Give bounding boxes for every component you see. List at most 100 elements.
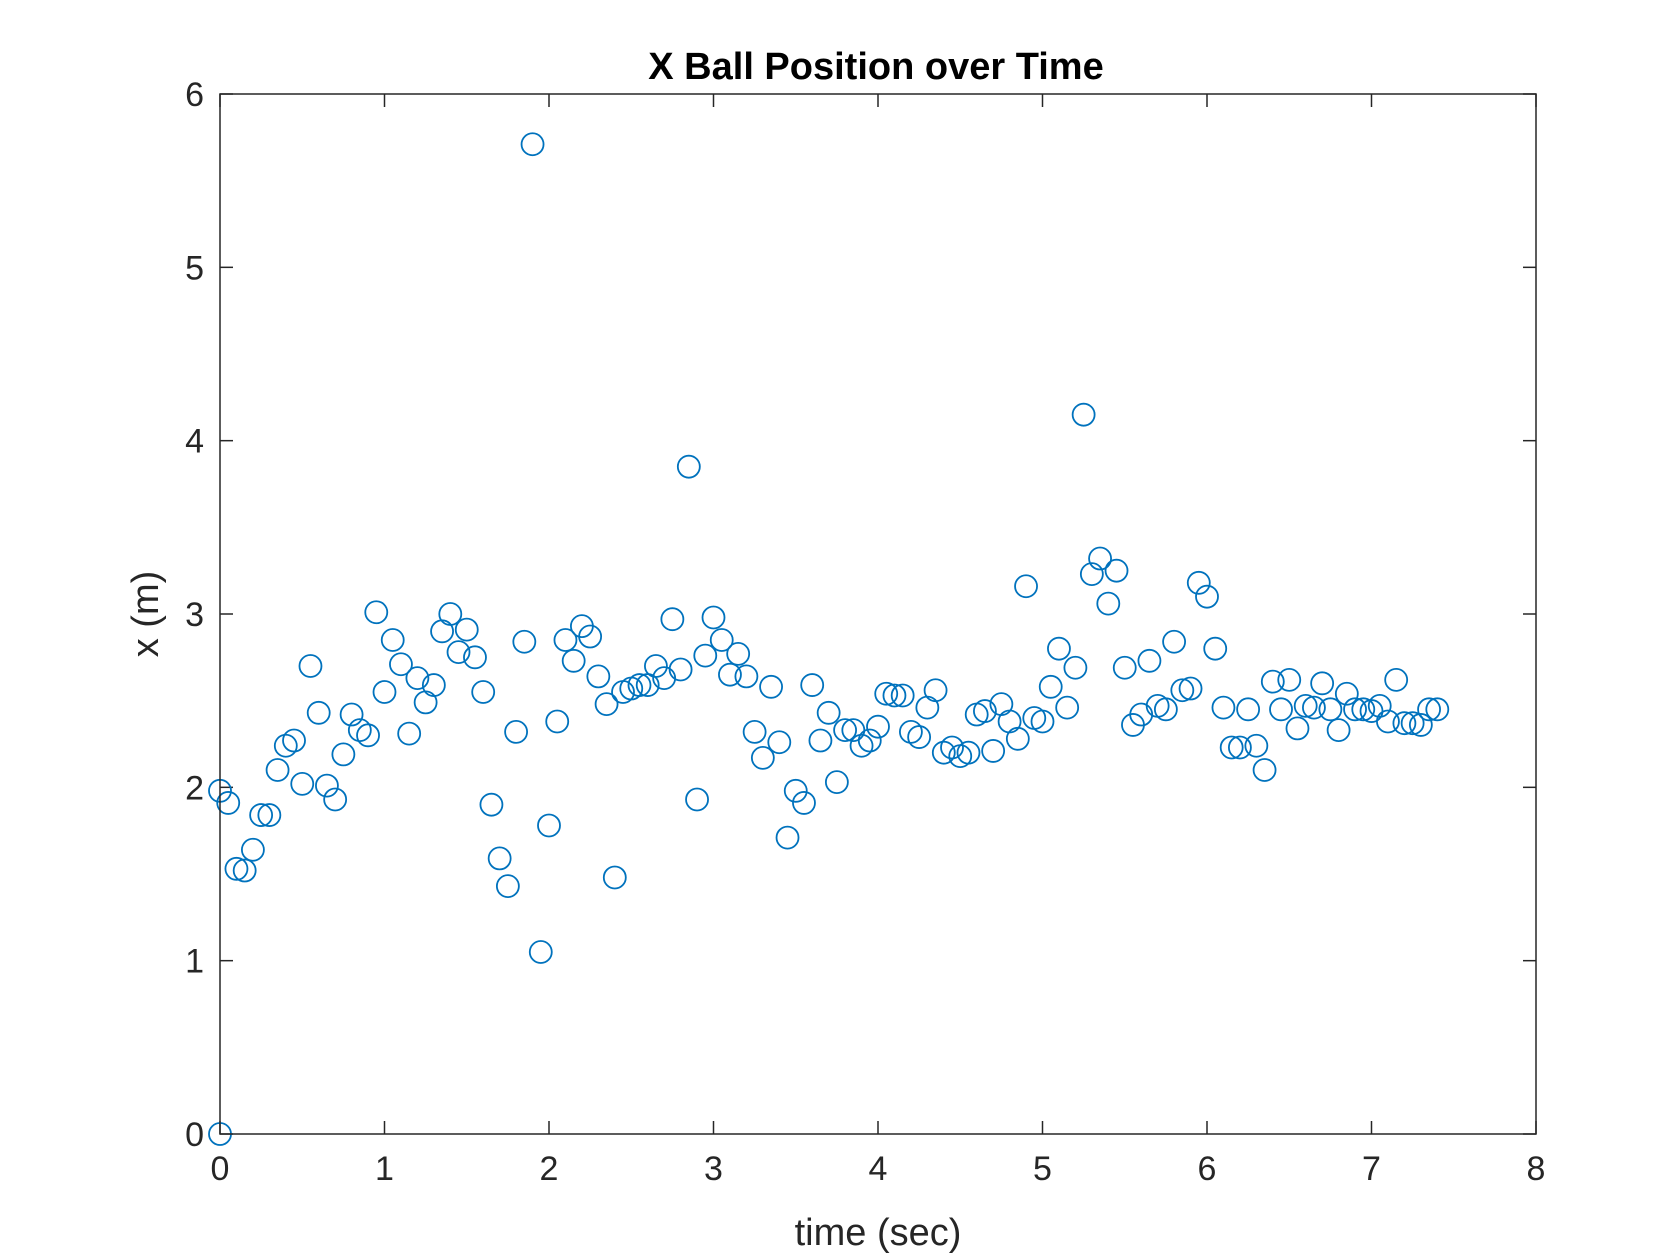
data-point	[816, 700, 841, 725]
data-point	[783, 778, 808, 803]
data-point	[1014, 574, 1038, 599]
data-point	[438, 602, 463, 626]
data-point	[594, 692, 619, 717]
plot-area-frame	[219, 93, 1537, 1135]
data-points	[208, 132, 1450, 1146]
data-point	[1334, 681, 1359, 706]
data-point	[734, 664, 759, 689]
data-point	[800, 673, 825, 697]
data-point	[709, 628, 734, 652]
data-point	[495, 874, 520, 899]
data-point	[833, 718, 857, 743]
data-point	[956, 740, 981, 765]
data-point	[1417, 697, 1441, 722]
x-tick-label: 1	[375, 1150, 394, 1188]
data-point	[454, 617, 479, 642]
data-point	[364, 600, 389, 625]
data-point	[257, 803, 282, 827]
data-point	[347, 718, 372, 743]
data-point	[1326, 718, 1351, 743]
data-point	[553, 628, 578, 652]
data-point	[545, 709, 570, 734]
data-point	[273, 733, 298, 758]
data-point	[1047, 636, 1071, 661]
data-point	[240, 837, 265, 862]
data-point	[323, 787, 348, 812]
data-point	[1079, 562, 1104, 587]
data-point	[907, 725, 932, 749]
data-point	[331, 742, 356, 767]
data-point	[282, 728, 306, 753]
x-tick-label: 7	[1362, 1150, 1381, 1188]
data-point	[315, 773, 339, 798]
data-point	[356, 723, 380, 748]
y-tick-labels: 0 1 2 3 4 5 6	[185, 76, 204, 1154]
data-point	[1071, 402, 1096, 427]
x-tick-label: 2	[540, 1150, 559, 1188]
data-point	[1236, 697, 1261, 722]
data-point	[520, 132, 545, 157]
data-point	[1005, 726, 1030, 751]
data-point	[306, 700, 331, 725]
data-point	[290, 771, 315, 796]
data-point	[1269, 697, 1293, 722]
x-tick-label: 3	[704, 1150, 723, 1188]
data-point	[1367, 693, 1392, 718]
data-point	[339, 702, 364, 727]
data-point	[528, 940, 553, 964]
data-point	[586, 664, 611, 689]
data-point	[1063, 655, 1088, 680]
data-point	[1153, 697, 1178, 722]
data-point	[249, 803, 274, 827]
data-point	[923, 678, 948, 703]
data-point	[1137, 648, 1162, 673]
data-point	[504, 719, 528, 744]
data-point	[660, 607, 685, 632]
data-point	[1318, 697, 1343, 722]
data-point	[471, 680, 496, 704]
data-point	[479, 792, 504, 817]
data-point	[298, 654, 323, 678]
data-point	[981, 739, 1006, 763]
data-point	[512, 629, 537, 654]
data-point	[1112, 655, 1137, 680]
data-point	[265, 758, 290, 782]
data-point	[1376, 709, 1400, 734]
data-point	[1096, 591, 1121, 616]
data-point	[463, 645, 487, 670]
data-point	[380, 628, 405, 652]
y-tick-label: 0	[185, 1116, 204, 1154]
data-point	[1343, 697, 1367, 722]
data-point	[726, 641, 751, 666]
data-point	[372, 680, 397, 704]
data-point	[1310, 671, 1335, 696]
data-point	[668, 657, 693, 682]
data-point	[1244, 733, 1269, 758]
data-point	[792, 791, 816, 815]
data-point	[578, 624, 603, 649]
data-point	[389, 652, 413, 677]
data-point	[973, 699, 997, 723]
data-point	[767, 730, 792, 755]
y-tick-label: 2	[185, 769, 204, 807]
data-point	[890, 683, 915, 708]
y-axis-label: x (m)	[125, 571, 167, 658]
data-point	[1302, 695, 1326, 720]
data-point	[824, 770, 849, 795]
data-point	[1162, 629, 1186, 654]
data-point	[701, 605, 726, 630]
data-point	[1252, 758, 1277, 782]
data-point	[561, 648, 586, 673]
data-point	[1203, 636, 1228, 661]
data-point	[232, 858, 257, 883]
data-point	[808, 728, 833, 753]
data-point	[1277, 667, 1302, 692]
data-point	[1178, 676, 1203, 701]
x-tick-label: 5	[1033, 1150, 1052, 1188]
data-point	[759, 674, 783, 699]
data-point	[1260, 669, 1285, 694]
x-axis-label: time (sec)	[795, 1212, 962, 1254]
data-point	[676, 454, 701, 479]
